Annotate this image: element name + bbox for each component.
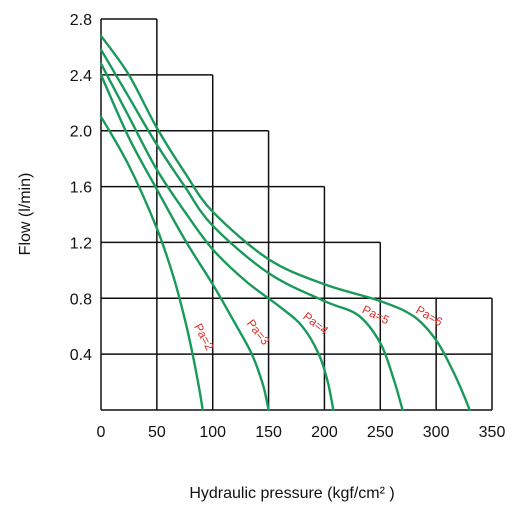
y-tick-label: 0.4 <box>70 347 92 364</box>
curve-label: Pa=4 <box>300 309 331 338</box>
x-tick-label: 150 <box>255 424 282 441</box>
x-tick-label: 50 <box>148 424 166 441</box>
curve-pa-2 <box>99 115 204 412</box>
curve-labels: Pa=2 Pa=3 Pa=4 Pa=5 Pa=6 <box>191 302 445 353</box>
curve-label: Pa=5 <box>360 302 392 327</box>
y-tick-label: 0.8 <box>70 291 92 308</box>
curve-pa-4 <box>99 62 335 412</box>
curves <box>99 34 471 412</box>
y-tick-label: 1.2 <box>70 235 92 252</box>
y-tick-labels: 0.4 0.8 1.2 1.6 2.0 2.4 2.8 <box>70 12 92 364</box>
x-tick-label: 100 <box>199 424 226 441</box>
stepped-grid <box>100 18 493 411</box>
curve-pa-6 <box>99 34 471 412</box>
y-axis-title: Flow (l/min) <box>17 173 34 256</box>
x-tick-label: 250 <box>367 424 394 441</box>
y-tick-label: 2.0 <box>70 124 92 141</box>
x-tick-label: 350 <box>479 424 506 441</box>
x-axis-title: Hydraulic pressure (kgf/cm² ) <box>189 485 394 502</box>
y-tick-label: 2.8 <box>70 12 92 29</box>
curve-pa-3 <box>99 73 270 412</box>
x-tick-label: 200 <box>311 424 338 441</box>
x-tick-labels: 0 50 100 150 200 250 300 350 <box>97 424 506 441</box>
x-tick-label: 300 <box>423 424 450 441</box>
y-tick-label: 2.4 <box>70 68 92 85</box>
x-tick-label: 0 <box>97 424 106 441</box>
curve-pa-5 <box>99 48 404 412</box>
curve-label: Pa=6 <box>413 303 445 329</box>
y-tick-label: 1.6 <box>70 180 92 197</box>
